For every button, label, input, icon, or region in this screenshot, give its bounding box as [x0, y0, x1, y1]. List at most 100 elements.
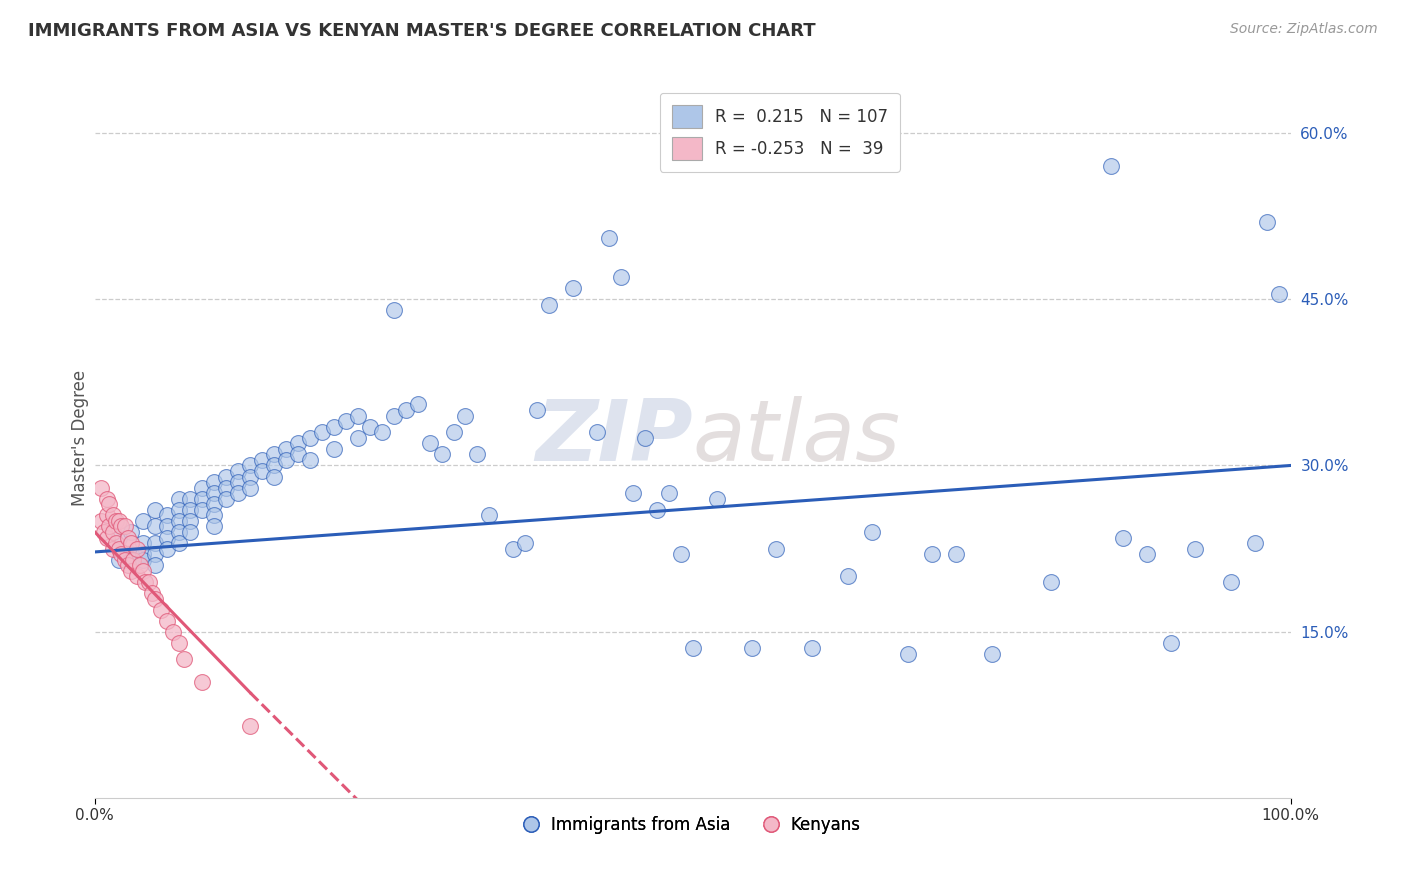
Point — [1099, 159, 1122, 173]
Point — [980, 647, 1002, 661]
Point — [239, 719, 262, 733]
Point — [645, 503, 668, 517]
Point — [202, 475, 225, 489]
Point — [323, 442, 346, 456]
Point — [945, 547, 967, 561]
Point — [143, 503, 166, 517]
Point — [179, 503, 201, 517]
Point — [239, 469, 262, 483]
Point — [131, 564, 153, 578]
Point — [202, 486, 225, 500]
Point — [562, 281, 585, 295]
Point — [96, 531, 118, 545]
Point — [120, 552, 142, 566]
Point — [120, 564, 142, 578]
Point — [239, 458, 262, 473]
Point — [114, 552, 136, 566]
Point — [101, 524, 124, 539]
Point — [90, 481, 112, 495]
Point — [179, 524, 201, 539]
Point — [1184, 541, 1206, 556]
Point — [538, 298, 561, 312]
Point — [226, 486, 249, 500]
Point — [658, 486, 681, 500]
Point — [129, 558, 152, 573]
Point — [167, 503, 190, 517]
Point — [138, 574, 160, 589]
Point — [515, 536, 537, 550]
Point — [921, 547, 943, 561]
Point — [454, 409, 477, 423]
Point — [107, 541, 129, 556]
Y-axis label: Master's Degree: Master's Degree — [72, 369, 89, 506]
Point — [155, 519, 177, 533]
Point — [765, 541, 787, 556]
Point — [167, 536, 190, 550]
Point — [155, 508, 177, 523]
Point — [107, 514, 129, 528]
Point — [101, 508, 124, 523]
Point — [478, 508, 501, 523]
Point — [634, 431, 657, 445]
Point — [610, 270, 633, 285]
Point — [173, 652, 195, 666]
Point — [706, 491, 728, 506]
Point — [215, 491, 238, 506]
Text: IMMIGRANTS FROM ASIA VS KENYAN MASTER'S DEGREE CORRELATION CHART: IMMIGRANTS FROM ASIA VS KENYAN MASTER'S … — [28, 22, 815, 40]
Point — [1136, 547, 1159, 561]
Point — [598, 231, 620, 245]
Point — [202, 508, 225, 523]
Point — [167, 524, 190, 539]
Point — [1040, 574, 1063, 589]
Point — [226, 464, 249, 478]
Point — [502, 541, 524, 556]
Point — [131, 547, 153, 561]
Point — [860, 524, 883, 539]
Point — [215, 469, 238, 483]
Point — [741, 641, 763, 656]
Point — [323, 419, 346, 434]
Point — [347, 431, 370, 445]
Point — [1267, 286, 1289, 301]
Point — [682, 641, 704, 656]
Point — [801, 641, 824, 656]
Point — [191, 491, 214, 506]
Point — [114, 519, 136, 533]
Text: ZIP: ZIP — [536, 396, 693, 479]
Point — [141, 586, 163, 600]
Point — [143, 547, 166, 561]
Point — [98, 519, 121, 533]
Point — [191, 503, 214, 517]
Point — [191, 481, 214, 495]
Point — [167, 514, 190, 528]
Point — [382, 303, 405, 318]
Point — [250, 453, 273, 467]
Point — [96, 508, 118, 523]
Point — [149, 602, 172, 616]
Point — [96, 491, 118, 506]
Point — [226, 475, 249, 489]
Point — [371, 425, 394, 440]
Point — [276, 453, 298, 467]
Point — [101, 541, 124, 556]
Point — [167, 491, 190, 506]
Point — [191, 674, 214, 689]
Point — [117, 531, 139, 545]
Point — [1219, 574, 1241, 589]
Point — [105, 514, 128, 528]
Point — [621, 486, 644, 500]
Point — [143, 591, 166, 606]
Point — [155, 531, 177, 545]
Point — [347, 409, 370, 423]
Point — [105, 536, 128, 550]
Point — [311, 425, 333, 440]
Point — [98, 497, 121, 511]
Point — [215, 481, 238, 495]
Text: atlas: atlas — [693, 396, 901, 479]
Point — [299, 453, 322, 467]
Point — [299, 431, 322, 445]
Point — [93, 524, 115, 539]
Point — [117, 558, 139, 573]
Point — [359, 419, 381, 434]
Point — [120, 547, 142, 561]
